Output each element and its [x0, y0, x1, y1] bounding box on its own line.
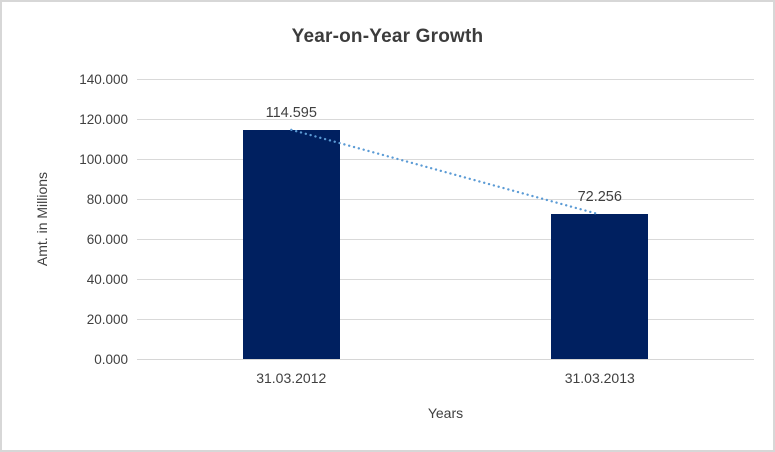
bar-31-03-2012[interactable]: [242, 129, 340, 359]
y-tick-label: 40.000: [86, 272, 128, 287]
trendline-dotted-icon: [290, 128, 601, 216]
gridline: [137, 199, 754, 200]
x-axis-title: Years: [427, 405, 464, 421]
gridline: [137, 159, 754, 160]
chart-title: Year-on-Year Growth: [291, 26, 484, 47]
gridline: [137, 279, 754, 280]
data-label-2013: 72.256: [577, 189, 622, 206]
y-tick-label: 0.000: [94, 352, 128, 367]
y-tick-label: 20.000: [86, 312, 128, 327]
y-tick-label: 120.000: [79, 112, 128, 127]
plot-area: 114.595 72.256: [137, 79, 754, 360]
gridline: [137, 119, 754, 120]
y-tick-label: 60.000: [86, 232, 128, 247]
x-tick-label-2012: 31.03.2012: [256, 370, 327, 386]
y-tick-label: 140.000: [79, 72, 128, 87]
y-axis-title: Amt. in Millions: [34, 171, 50, 267]
data-label-2012: 114.595: [265, 104, 317, 121]
gridline: [137, 239, 754, 240]
y-tick-label: 80.000: [86, 192, 128, 207]
x-tick-label-2013: 31.03.2013: [564, 370, 635, 386]
gridline: [137, 79, 754, 80]
gridline: [137, 319, 754, 320]
y-tick-label: 100.000: [79, 152, 128, 167]
bar-31-03-2013[interactable]: [551, 214, 649, 359]
